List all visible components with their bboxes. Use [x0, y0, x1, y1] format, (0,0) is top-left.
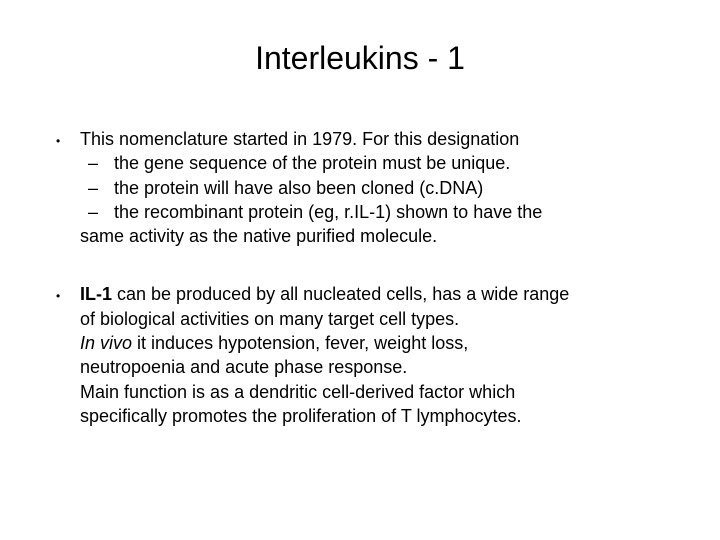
slide: Interleukins - 1 • This nomenclature sta…: [0, 0, 720, 540]
bullet-2: • IL-1 can be produced by all nucleated …: [50, 282, 670, 428]
dash-icon: –: [80, 176, 114, 200]
p1-line1: IL-1 can be produced by all nucleated ce…: [80, 282, 670, 306]
bullet-block-2: • IL-1 can be produced by all nucleated …: [50, 282, 670, 428]
sub-3-text: the recombinant protein (eg, r.IL-1) sho…: [114, 200, 670, 224]
sub-3-cont: same activity as the native purified mol…: [80, 224, 670, 248]
sub-1-text: the gene sequence of the protein must be…: [114, 151, 670, 175]
p1a: can be produced by all nucleated cells, …: [112, 284, 569, 304]
sub-2: – the protein will have also been cloned…: [80, 176, 670, 200]
bullet-dot-icon: •: [50, 282, 80, 304]
bullet-1-lead: This nomenclature started in 1979. For t…: [80, 127, 670, 151]
bullet-1-body: This nomenclature started in 1979. For t…: [80, 127, 670, 248]
p2-line1: In vivo it induces hypotension, fever, w…: [80, 331, 670, 355]
bullet-1: • This nomenclature started in 1979. For…: [50, 127, 670, 248]
p2a: it induces hypotension, fever, weight lo…: [132, 333, 468, 353]
bullet-block-1: • This nomenclature started in 1979. For…: [50, 127, 670, 248]
slide-title: Interleukins - 1: [50, 40, 670, 77]
invivo-italic: In vivo: [80, 333, 132, 353]
p3-line2: specifically promotes the proliferation …: [80, 404, 670, 428]
il1-bold: IL-1: [80, 284, 112, 304]
sub-3b-text: same activity as the native purified mol…: [80, 224, 670, 248]
sub-1: – the gene sequence of the protein must …: [80, 151, 670, 175]
p1-line2: of biological activities on many target …: [80, 307, 670, 331]
p3-line1: Main function is as a dendritic cell-der…: [80, 380, 670, 404]
sub-2-text: the protein will have also been cloned (…: [114, 176, 670, 200]
dash-icon: –: [80, 200, 114, 224]
sub-3: – the recombinant protein (eg, r.IL-1) s…: [80, 200, 670, 224]
p2-line2: neutropoenia and acute phase response.: [80, 355, 670, 379]
bullet-2-body: IL-1 can be produced by all nucleated ce…: [80, 282, 670, 428]
dash-icon: –: [80, 151, 114, 175]
bullet-dot-icon: •: [50, 127, 80, 149]
